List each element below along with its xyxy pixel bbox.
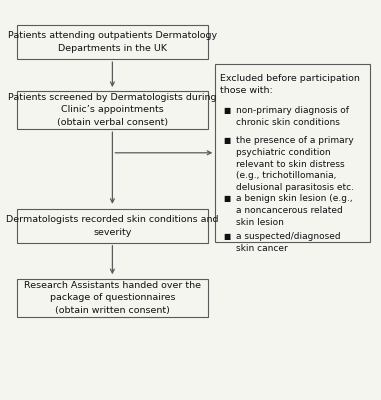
FancyBboxPatch shape [17, 25, 208, 59]
Text: Research Assistants handed over the
package of questionnaires
(obtain written co: Research Assistants handed over the pack… [24, 281, 201, 315]
FancyBboxPatch shape [17, 279, 208, 317]
Text: ■: ■ [224, 194, 231, 203]
Text: non-primary diagnosis of
chronic skin conditions: non-primary diagnosis of chronic skin co… [236, 106, 349, 127]
Text: ■: ■ [224, 136, 231, 145]
Text: Excluded before participation
those with:: Excluded before participation those with… [220, 74, 360, 95]
Text: the presence of a primary
psychiatric condition
relevant to skin distress
(e.g.,: the presence of a primary psychiatric co… [236, 136, 354, 192]
FancyBboxPatch shape [17, 91, 208, 129]
Text: a suspected/diagnosed
skin cancer: a suspected/diagnosed skin cancer [236, 232, 341, 253]
FancyBboxPatch shape [215, 64, 370, 242]
FancyBboxPatch shape [17, 209, 208, 243]
Text: ■: ■ [224, 232, 231, 241]
Text: Patients screened by Dermatologists during
Clinic’s appointments
(obtain verbal : Patients screened by Dermatologists duri… [8, 93, 217, 127]
Text: a benign skin lesion (e.g.,
a noncancerous related
skin lesion: a benign skin lesion (e.g., a noncancero… [236, 194, 353, 226]
Text: Patients attending outpatients Dermatology
Departments in the UK: Patients attending outpatients Dermatolo… [8, 32, 217, 52]
Text: Dermatologists recorded skin conditions and
severity: Dermatologists recorded skin conditions … [6, 216, 219, 236]
Text: ■: ■ [224, 106, 231, 115]
